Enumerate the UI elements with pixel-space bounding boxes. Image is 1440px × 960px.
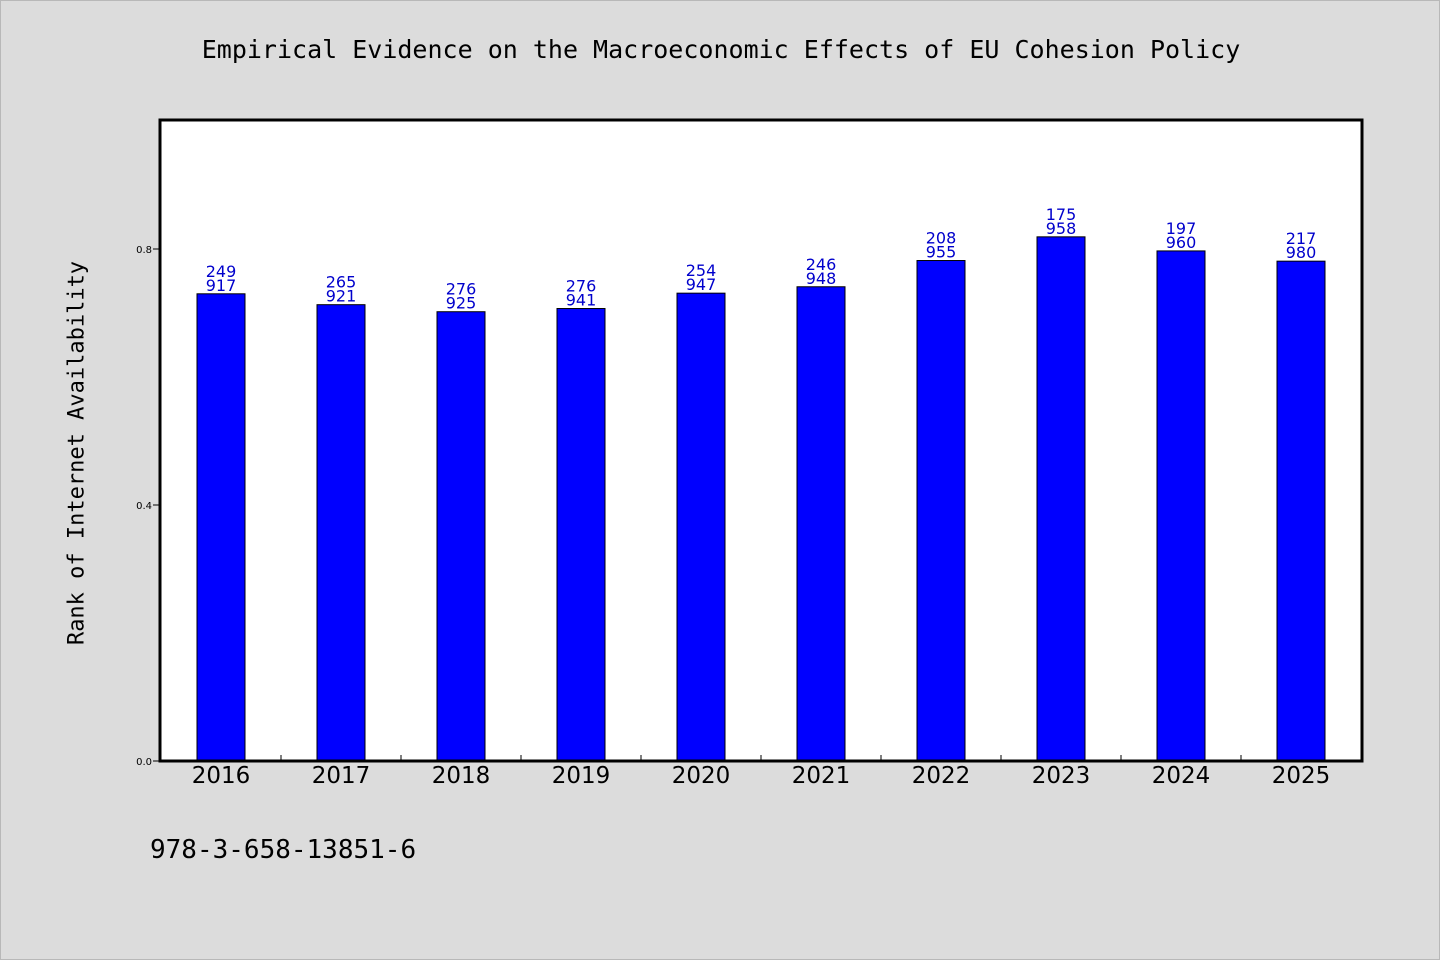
y-tick-label-0.0: 0.0: [136, 757, 152, 768]
bar-label-upper-2024: 197: [1166, 219, 1197, 238]
bar-label-lower-2024: 960: [1166, 233, 1197, 252]
bar-2024: [1156, 250, 1206, 762]
x-tick-label-2016: 2016: [192, 763, 251, 789]
bar-label-upper-2019: 276: [566, 277, 597, 296]
bar-label-upper-2018: 276: [446, 280, 477, 299]
bar-2020: [676, 292, 726, 762]
x-tick-label-2022: 2022: [912, 763, 971, 789]
bars: [196, 236, 1326, 762]
bar-label-lower-2021: 948: [806, 269, 837, 288]
footer-code: 978-3-658-13851-6: [150, 835, 417, 865]
bar-2023: [1036, 236, 1086, 762]
bar-label-upper-2023: 175: [1046, 205, 1077, 224]
y-tick-label-0.8: 0.8: [136, 245, 152, 256]
bar-label-lower-2020: 947: [686, 275, 717, 294]
x-tick-label-2025: 2025: [1272, 763, 1331, 789]
bar-label-upper-2022: 208: [926, 229, 957, 248]
bar-2021: [796, 286, 846, 762]
bar-2025: [1276, 260, 1326, 762]
x-tick-label-2017: 2017: [312, 763, 371, 789]
bar-2016: [196, 293, 246, 762]
bar-label-upper-2016: 249: [206, 262, 237, 281]
bar-label-lower-2019: 941: [566, 291, 597, 310]
x-tick-label-2020: 2020: [672, 763, 731, 789]
bar-2017: [316, 304, 366, 762]
bar-label-lower-2016: 917: [206, 276, 237, 295]
x-tick-label-2019: 2019: [552, 763, 611, 789]
bar-2019: [556, 308, 606, 762]
axis-ticks: 2016 2017 2018 2019 2020 2021 2022 2023 2024 2025…: [136, 245, 1330, 789]
chart-title: Empirical Evidence on the Macroeconomic …: [201, 35, 1241, 64]
bar-label-lower-2022: 955: [926, 243, 957, 262]
bar-label-upper-2021: 246: [806, 255, 837, 274]
x-tick-label-2018: 2018: [432, 763, 491, 789]
y-tick-label-0.4: 0.4: [136, 501, 152, 512]
plot-frame: [158, 118, 1364, 763]
bar-label-lower-2023: 958: [1046, 219, 1077, 238]
bar-2022: [916, 260, 966, 762]
bar-label-lower-2018: 925: [446, 294, 477, 313]
bar-label-upper-2025: 217: [1286, 229, 1317, 248]
bar-label-lower-2017: 921: [326, 287, 357, 306]
bar-label-upper-2017: 265: [326, 273, 357, 292]
bar-2018: [436, 311, 486, 762]
x-tick-label-2023: 2023: [1032, 763, 1091, 789]
bar-label-lower-2025: 980: [1286, 243, 1317, 262]
bar-label-upper-2020: 254: [686, 261, 717, 280]
x-tick-label-2024: 2024: [1152, 763, 1211, 789]
x-tick-label-2021: 2021: [792, 763, 851, 789]
